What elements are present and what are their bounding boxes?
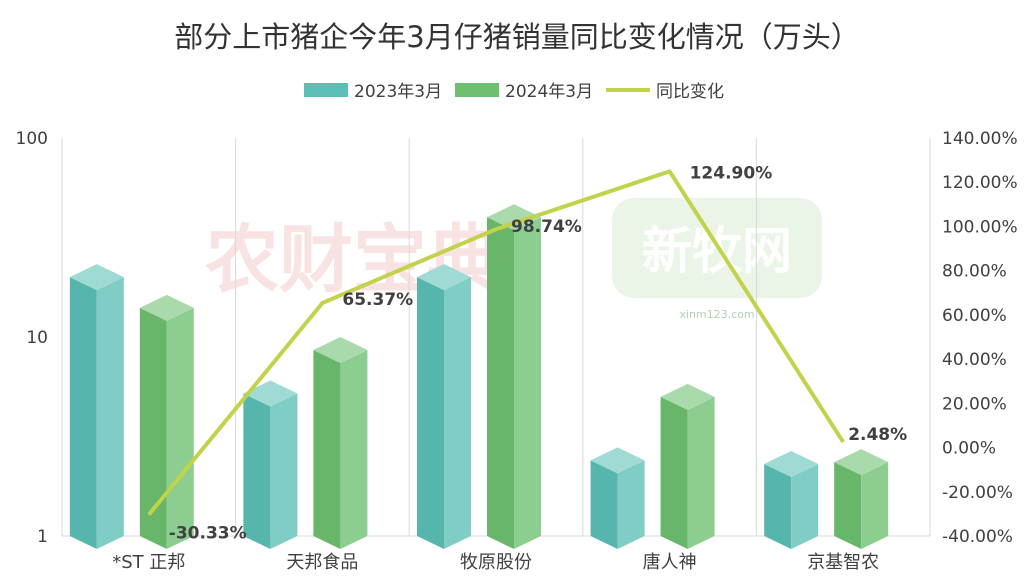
- y-right-tick-label: 120.00%: [942, 173, 1018, 193]
- watermark-right: 新牧网: [642, 222, 792, 280]
- legend-label-2024: 2024年3月: [505, 82, 593, 102]
- bar-2024: [660, 383, 715, 549]
- legend-label-2023: 2023年3月: [354, 82, 442, 102]
- bar-2023: [764, 451, 819, 549]
- bar-face-right: [861, 462, 889, 549]
- yoy-data-label: 2.48%: [848, 425, 907, 445]
- category-label: *ST 正邦: [112, 552, 185, 573]
- bar-2024: [313, 337, 368, 549]
- y-right-tick-label: 60.00%: [942, 306, 1007, 326]
- bar-face-left: [487, 217, 514, 549]
- bar-top: [764, 451, 819, 478]
- bar-face-left: [69, 277, 97, 549]
- category-label: 京基智农: [807, 552, 879, 573]
- bar-face-left: [313, 350, 341, 549]
- legend-swatch-2023: [304, 83, 348, 97]
- bar-top: [139, 294, 194, 321]
- bar-face-right: [687, 396, 715, 549]
- bar-face-right: [791, 464, 819, 549]
- legend-label-yoy: 同比变化: [656, 82, 724, 102]
- bars: [69, 204, 889, 549]
- chart-title: 部分上市猪企今年3月仔猪销量同比变化情况（万头）: [174, 20, 859, 54]
- bar-face-right: [166, 307, 194, 549]
- legend-swatch-2024: [455, 83, 499, 97]
- y-left-tick-label: 10: [26, 328, 48, 348]
- y-right-tick-label: 0.00%: [942, 439, 996, 459]
- bar-2023: [590, 447, 645, 549]
- bar-top: [69, 264, 124, 291]
- category-label: 牧原股份: [460, 552, 532, 573]
- y-left-tick-label: 100: [16, 129, 48, 149]
- y-right-tick-label: -20.00%: [942, 483, 1013, 503]
- y-axis-right: -40.00% -20.00% 0.00% 20.00% 40.00% 60.00% 80.…: [942, 129, 1018, 547]
- bar-top: [660, 383, 715, 410]
- category-labels: *ST 正邦 天邦食品 牧原股份 唐人神 京基智农: [112, 552, 879, 573]
- bar-2024: [834, 449, 889, 549]
- yoy-data-label: -30.33%: [169, 524, 247, 544]
- bar-face-left: [243, 393, 271, 549]
- y-right-tick-label: -40.00%: [942, 527, 1013, 547]
- y-right-tick-label: 80.00%: [942, 262, 1007, 282]
- y-right-tick-label: 100.00%: [942, 217, 1018, 237]
- bar-face-right: [444, 277, 471, 549]
- bar-face-left: [834, 462, 862, 549]
- yoy-data-label: 98.74%: [511, 217, 582, 237]
- bar-face-left: [417, 277, 444, 549]
- category-label: 唐人神: [643, 552, 697, 573]
- bar-top: [834, 449, 889, 476]
- legend: 2023年3月 2024年3月 同比变化: [304, 82, 724, 102]
- bar-2023: [417, 264, 471, 549]
- yoy-line-path: [147, 169, 845, 516]
- bar-2023: [243, 380, 298, 549]
- data-labels: -30.33% 65.37% 98.74% 124.90% 2.48%: [169, 163, 907, 543]
- yoy-line: [147, 169, 845, 516]
- bar-face-right: [270, 393, 298, 549]
- yoy-data-label: 124.90%: [690, 163, 773, 183]
- bar-face-right: [617, 460, 645, 549]
- bar-face-right: [340, 350, 368, 549]
- category-label: 天邦食品: [286, 552, 358, 573]
- bar-face-left: [139, 307, 167, 549]
- y-right-tick-label: 40.00%: [942, 350, 1007, 370]
- bar-top: [417, 264, 471, 291]
- y-right-tick-label: 140.00%: [942, 129, 1018, 149]
- bar-2024: [487, 204, 541, 549]
- yoy-data-label: 65.37%: [342, 290, 413, 310]
- bar-top: [313, 337, 368, 364]
- bar-2024: [139, 294, 194, 549]
- bar-top: [487, 204, 541, 231]
- bar-top: [590, 447, 645, 474]
- bar-face-left: [764, 464, 792, 549]
- y-right-tick-label: 20.00%: [942, 394, 1007, 414]
- bar-top: [243, 380, 298, 407]
- bar-face-left: [660, 396, 688, 549]
- bar-2023: [69, 264, 124, 549]
- y-left-tick-label: 1: [37, 527, 48, 547]
- bar-face-right: [96, 277, 124, 549]
- bar-face-left: [590, 460, 618, 549]
- watermark-right-url: xinm123.com: [679, 308, 754, 321]
- y-axis-left: 1 10 100: [16, 129, 48, 547]
- bar-face-right: [514, 217, 541, 549]
